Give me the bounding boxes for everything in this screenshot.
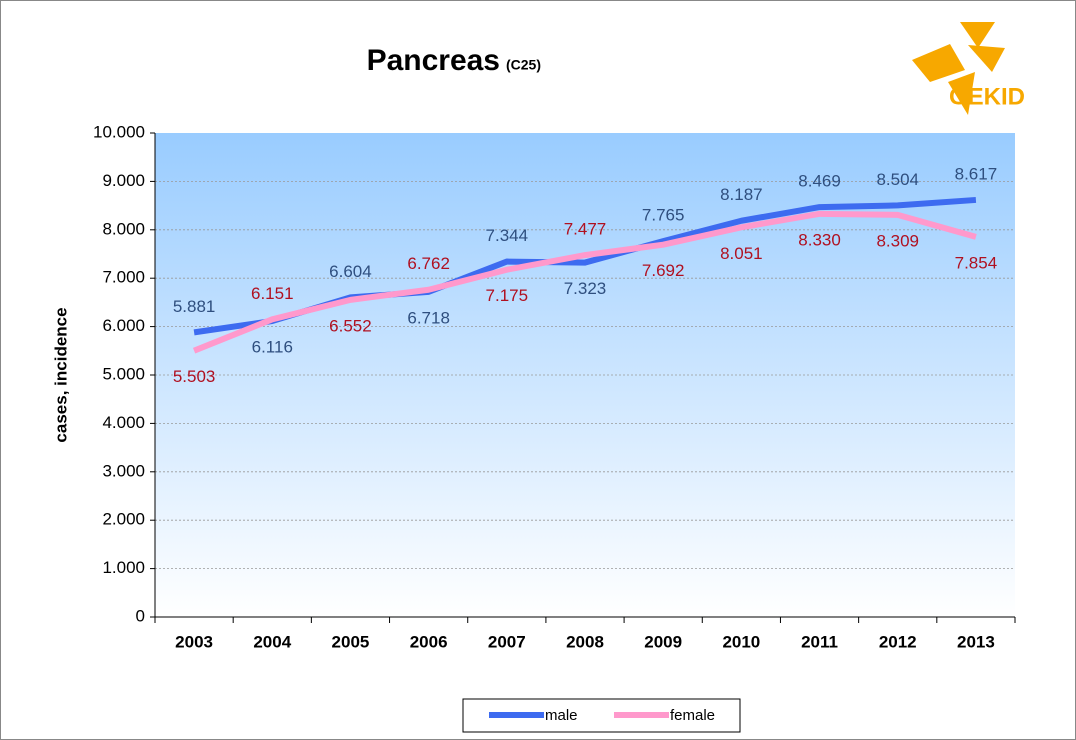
x-tick-label: 2011	[801, 632, 838, 651]
data-label: 8.309	[876, 231, 919, 250]
data-label: 7.765	[642, 206, 685, 225]
x-tick-label: 2003	[175, 632, 213, 651]
data-label: 6.116	[252, 337, 293, 356]
y-axis-label: cases, incidence	[51, 307, 70, 442]
y-tick-label: 3.000	[102, 461, 145, 480]
data-label: 6.718	[407, 308, 450, 327]
data-label: 8.617	[955, 164, 998, 183]
data-label: 6.762	[407, 254, 450, 273]
data-label: 6.552	[329, 316, 372, 335]
data-label: 8.330	[798, 230, 841, 249]
x-tick-label: 2012	[879, 632, 917, 651]
data-label: 7.692	[642, 261, 685, 280]
x-tick-label: 2004	[253, 632, 291, 651]
y-tick-label: 0	[136, 606, 145, 625]
y-tick-label: 6.000	[102, 316, 145, 335]
data-label: 8.051	[720, 244, 763, 263]
logo-text: GEKID	[949, 83, 1025, 110]
x-tick-label: 2009	[644, 632, 682, 651]
y-tick-label: 7.000	[102, 268, 145, 287]
x-tick-label: 2007	[488, 632, 526, 651]
y-tick-label: 10.000	[93, 122, 145, 141]
y-tick-label: 5.000	[102, 364, 145, 383]
legend-label: male	[545, 707, 578, 724]
data-label: 6.604	[329, 262, 372, 281]
chart-subtitle: (C25)	[506, 57, 541, 73]
data-label: 6.151	[251, 284, 294, 303]
x-tick-label: 2006	[410, 632, 448, 651]
x-tick-label: 2013	[957, 632, 995, 651]
data-label: 7.175	[486, 286, 529, 305]
series-line	[192, 210, 977, 354]
x-tick-label: 2008	[566, 632, 604, 651]
data-label: 5.881	[173, 297, 216, 316]
data-label: 5.503	[173, 367, 216, 386]
data-label: 7.323	[564, 279, 607, 298]
x-tick-label: 2010	[722, 632, 760, 651]
data-label: 8.187	[720, 185, 763, 204]
data-label: 8.469	[798, 172, 841, 191]
x-tick-label: 2005	[332, 632, 370, 651]
y-tick-label: 1.000	[102, 558, 145, 577]
legend-label: female	[670, 707, 715, 724]
y-tick-label: 2.000	[102, 510, 145, 529]
chart-title: Pancreas	[367, 44, 500, 77]
data-label: 7.477	[564, 220, 607, 239]
data-label: 8.504	[876, 170, 919, 189]
data-label: 7.344	[486, 226, 529, 245]
y-tick-label: 8.000	[102, 219, 145, 238]
data-label: 7.854	[955, 253, 998, 272]
y-tick-label: 4.000	[102, 413, 145, 432]
logo: GEKID	[912, 22, 1025, 115]
y-tick-label: 9.000	[102, 171, 145, 190]
